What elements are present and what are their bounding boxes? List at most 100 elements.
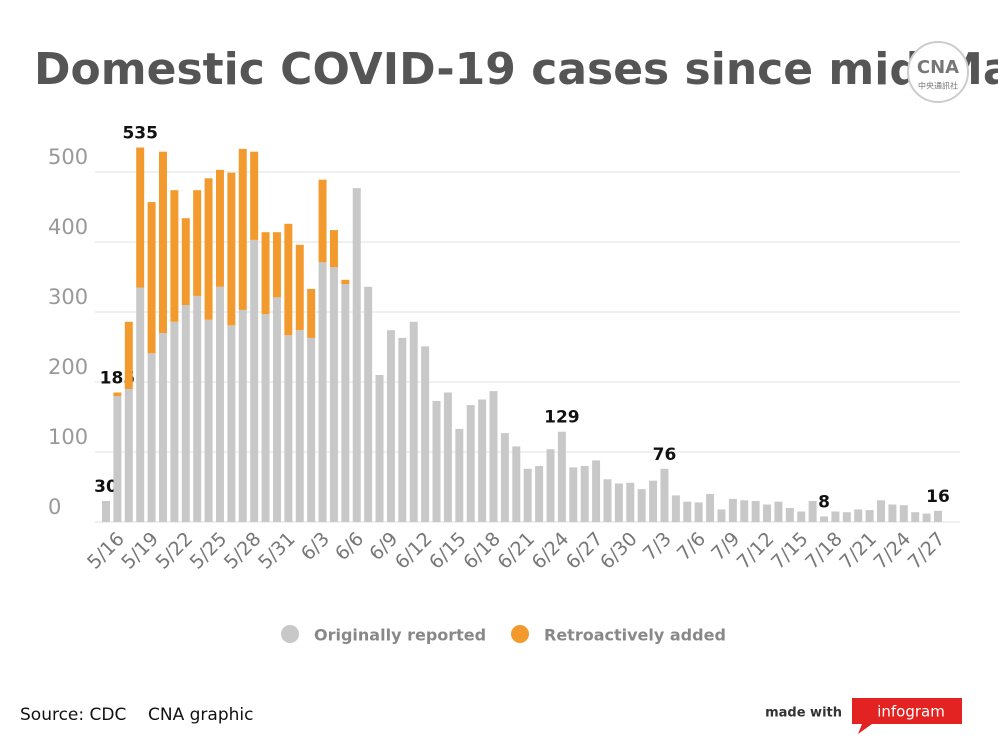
- x-tick-label: 6/18: [459, 528, 505, 574]
- bar-segment: [204, 319, 213, 522]
- x-tick-label: 5/25: [186, 528, 232, 574]
- x-tick-label: 6/30: [596, 528, 642, 574]
- bar-segment: [204, 178, 213, 320]
- bar-segment: [637, 489, 646, 522]
- bar-segment: [227, 172, 236, 326]
- x-tick-label: 5/22: [151, 528, 197, 574]
- bar-segment: [215, 286, 224, 522]
- bar-segment: [113, 392, 122, 396]
- y-tick-label: 0: [48, 495, 61, 519]
- y-tick-label: 300: [48, 285, 88, 309]
- bar-segment: [352, 188, 361, 522]
- bar-segment: [432, 400, 441, 522]
- logo-badge: [907, 41, 969, 103]
- bar-segment: [307, 337, 316, 522]
- total-label: 535: [122, 124, 158, 144]
- bar-segment: [170, 321, 179, 522]
- bar-segment: [489, 391, 498, 522]
- bar-segment: [375, 375, 384, 522]
- bar-segment: [546, 449, 555, 522]
- credit: CNA graphic: [148, 705, 253, 725]
- bar-segment: [136, 287, 145, 522]
- bar-segment: [671, 495, 680, 522]
- bar-segment: [797, 511, 806, 522]
- bar-segment: [193, 190, 202, 296]
- bar-segment: [181, 305, 190, 522]
- x-tick-label: 6/21: [493, 528, 539, 574]
- bar-segment: [888, 504, 897, 522]
- bar-segment: [364, 286, 373, 522]
- bar-segment: [158, 333, 167, 522]
- bar-segment: [295, 330, 304, 522]
- x-tick-label: 6/27: [562, 528, 608, 574]
- bar-segment: [102, 501, 110, 522]
- bar-segment: [147, 353, 156, 522]
- bar-segment: [170, 190, 179, 322]
- bar-segment: [808, 501, 817, 522]
- total-label: 8: [818, 492, 830, 512]
- brand-badge: [852, 698, 962, 734]
- logo: CNA: [917, 57, 959, 78]
- x-tick-label: 7/21: [835, 528, 881, 574]
- bar-segment: [124, 389, 133, 522]
- bar-segment: [592, 460, 601, 522]
- y-tick-label: 500: [48, 145, 88, 169]
- bar-segment: [181, 218, 190, 305]
- x-tick-label: 7/18: [801, 528, 847, 574]
- bar-segment: [911, 512, 920, 522]
- bar-segment: [421, 346, 430, 522]
- y-tick-label: 200: [48, 355, 88, 379]
- bar-segment: [820, 516, 829, 522]
- x-tick-label: 5/31: [254, 528, 300, 574]
- bar-segment: [158, 151, 167, 333]
- bar-segment: [557, 431, 566, 522]
- bar-segment: [272, 297, 281, 522]
- brand: infogram: [877, 703, 945, 721]
- legend-label: Retroactively added: [544, 626, 726, 645]
- x-tick-label: 6/6: [331, 528, 368, 565]
- bar-segment: [136, 147, 145, 288]
- x-tick-label: 5/19: [117, 528, 163, 574]
- bar-segment: [523, 468, 532, 522]
- bar-segment: [386, 330, 395, 522]
- bar-segment: [455, 428, 464, 522]
- y-tick-label: 100: [48, 425, 88, 449]
- bar-segment: [763, 504, 772, 522]
- bar-segment: [660, 468, 669, 522]
- bar-segment: [307, 288, 316, 338]
- bar-segment: [227, 325, 236, 522]
- bar-segment: [934, 510, 942, 522]
- bar-segment: [580, 466, 589, 522]
- bar-segment: [535, 466, 544, 522]
- logo-subtitle: 中央通訊社: [918, 81, 958, 91]
- bar-segment: [318, 262, 327, 522]
- x-tick-label: 7/15: [767, 528, 813, 574]
- bar-segment: [877, 500, 886, 522]
- bar-segment: [865, 510, 874, 522]
- total-label: 76: [653, 445, 677, 465]
- total-label: 30: [94, 477, 118, 497]
- bar-segment: [295, 244, 304, 331]
- bar-segment: [614, 483, 623, 522]
- total-label: 129: [544, 408, 580, 428]
- bar-segment: [626, 482, 635, 522]
- bar-segment: [329, 230, 338, 268]
- x-tick-label: 6/12: [391, 528, 437, 574]
- bar-segment: [706, 494, 715, 522]
- bar-segment: [569, 467, 578, 522]
- x-tick-label: 5/16: [83, 528, 129, 574]
- bar-segment: [899, 505, 908, 522]
- bar-segment: [717, 509, 726, 522]
- x-tick-label: 6/15: [425, 528, 471, 574]
- x-tick-label: 6/24: [528, 528, 574, 574]
- bar-segment: [124, 321, 133, 389]
- bar-segment: [478, 399, 487, 522]
- bar-segment: [272, 232, 281, 298]
- legend-marker: [511, 625, 529, 643]
- bar-segment: [500, 433, 509, 522]
- x-tick-label: 7/3: [639, 528, 676, 565]
- bar-segment: [193, 295, 202, 522]
- bar-segment: [238, 148, 247, 310]
- bar-segment: [751, 501, 760, 522]
- bar-segment: [443, 392, 452, 522]
